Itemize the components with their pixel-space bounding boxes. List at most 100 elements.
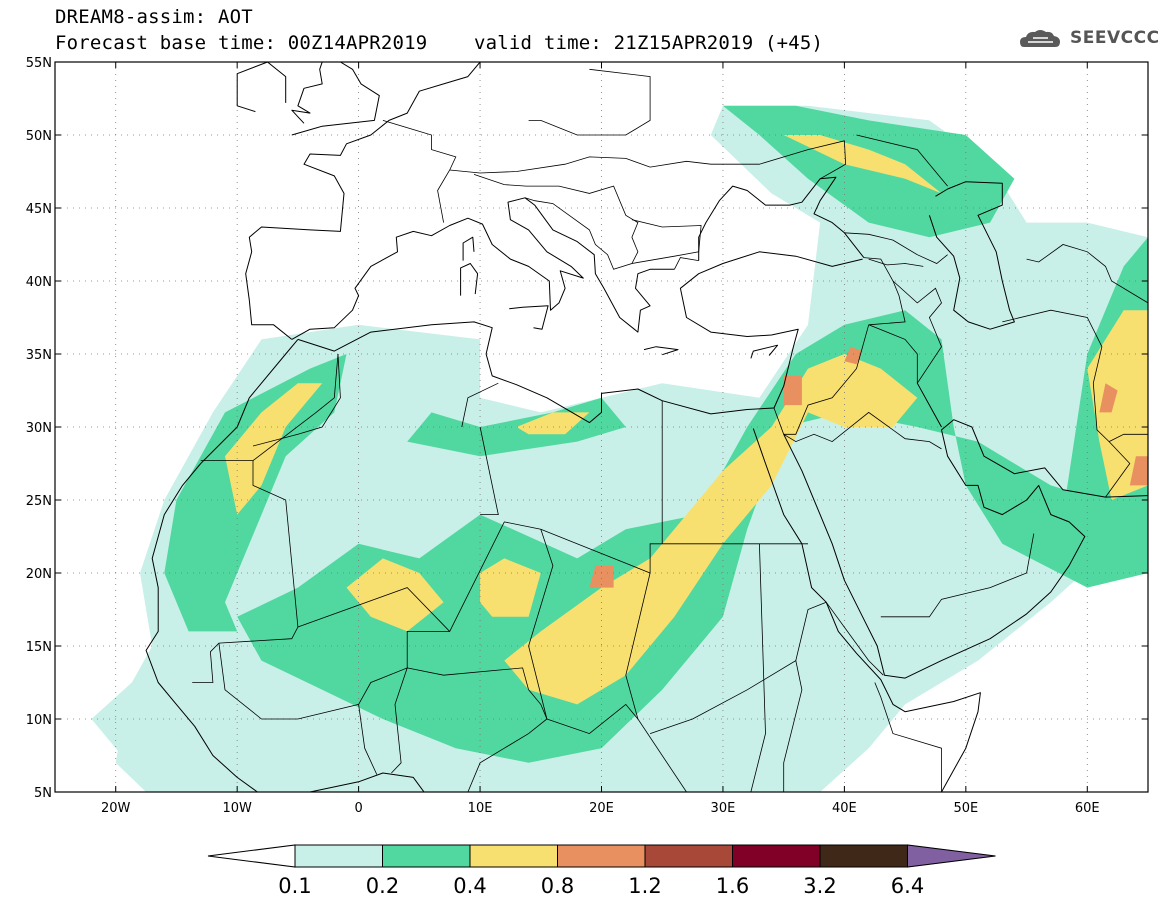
country-border: [631, 219, 702, 264]
aot-region-level-3: [783, 135, 942, 194]
y-tick-label: 50N: [26, 129, 52, 144]
colorbar-level-label: 1.2: [628, 874, 661, 898]
colorbar-swatch: [819, 844, 908, 868]
y-tick-label: 55N: [26, 56, 52, 71]
x-tick-label: 30E: [711, 801, 736, 816]
country-border: [783, 660, 803, 792]
country-border: [546, 703, 639, 735]
aot-region-level-3: [1087, 310, 1148, 500]
country-border: [252, 353, 339, 461]
country-border: [406, 631, 450, 668]
coastline-black-sea-coast: [698, 176, 865, 261]
country-border: [863, 257, 906, 326]
y-tick-label: 35N: [26, 348, 52, 363]
country-border: [528, 529, 554, 720]
coastline-red-sea-east: [783, 419, 1148, 679]
country-border: [880, 533, 1035, 618]
aot-region-level-4: [844, 346, 863, 365]
x-tick-label: 0: [354, 801, 362, 816]
country-border: [1026, 244, 1148, 304]
map-subtitle: Forecast base time: 00Z14APR2019 valid t…: [55, 32, 824, 54]
aot-region-level-4: [589, 565, 614, 588]
colorbar-swatch: [732, 844, 821, 868]
colorbar-swatch: [469, 844, 558, 868]
country-border: [892, 280, 942, 428]
country-border: [625, 572, 687, 792]
colorbar-level-label: 3.2: [803, 874, 836, 898]
colorbar-level-label: 0.2: [366, 874, 399, 898]
country-border: [844, 232, 948, 264]
coastline-cyprus: [750, 344, 779, 359]
country-border: [461, 382, 499, 428]
country-border: [473, 174, 639, 270]
coastline-red-sea-west: [752, 428, 981, 792]
axis-ticks: 20W 10W 0 10E 20E 30E 40E 50E 60E 55N 50N 45N 40N 35N…: [26, 56, 1148, 816]
colorbar-level-label: 1.6: [716, 874, 749, 898]
colorbar: 0.1 0.2 0.4 0.8 1.2 1.6 3.2 6.4: [207, 844, 996, 898]
coastline-levant-coast: [679, 251, 863, 409]
country-border: [528, 68, 651, 136]
colorbar-swatch: [382, 844, 471, 868]
aot-region-level-3: [504, 354, 918, 705]
y-tick-label: 15N: [26, 640, 52, 655]
coastline-north-africa-coast: [297, 321, 775, 424]
coastline-ireland: [236, 62, 287, 113]
colorbar-upper-triangle: [907, 844, 996, 868]
coastline-caspian-coast: [928, 181, 1015, 330]
logo-text: SEEVCCC: [1070, 28, 1160, 48]
aot-region-level-3: [346, 558, 444, 632]
y-tick-label: 45N: [26, 202, 52, 217]
x-tick-label: 20W: [101, 801, 131, 816]
coastline-great-britain: [291, 62, 380, 136]
aot-region-level-1: [91, 675, 359, 778]
country-border: [819, 140, 847, 180]
country-borders: [192, 68, 1148, 792]
country-border: [649, 601, 827, 734]
country-border: [1108, 433, 1148, 442]
country-border: [358, 704, 378, 775]
x-tick-label: 10W: [222, 801, 252, 816]
country-border: [479, 426, 499, 515]
colorbar-level-label: 6.4: [891, 874, 924, 898]
coastline-med-europe-coast: [291, 197, 675, 340]
country-border: [856, 134, 948, 187]
plot-area: [54, 61, 1149, 793]
coastline-west-africa-coast: [145, 339, 299, 792]
country-border: [750, 543, 766, 792]
y-tick-label: 5N: [34, 786, 52, 801]
aot-region-level-3: [225, 383, 323, 515]
colorbar-swatch: [294, 844, 383, 868]
aot-region-level-4: [783, 375, 802, 406]
colorbar-level-label: 0.4: [453, 874, 486, 898]
colorbar-level-label: 0.8: [541, 874, 574, 898]
y-tick-label: 10N: [26, 713, 52, 728]
country-border: [874, 682, 942, 792]
x-tick-label: 60E: [1075, 801, 1100, 816]
y-tick-label: 20N: [26, 567, 52, 582]
cloud-icon: [1020, 30, 1060, 47]
aot-shading: [91, 105, 1148, 792]
country-border: [192, 460, 299, 683]
colorbar-swatch: [644, 844, 733, 868]
x-tick-label: 20E: [589, 801, 614, 816]
coastline-sicily: [509, 305, 549, 330]
country-border: [449, 140, 845, 174]
colorbar-lower-triangle: [207, 844, 296, 868]
country-border: [382, 120, 457, 223]
coastline-sardinia: [460, 263, 479, 296]
country-border: [783, 411, 942, 450]
coastline-crete: [643, 346, 679, 356]
country-border: [218, 643, 408, 774]
country-border: [252, 353, 341, 447]
country-border: [1002, 309, 1131, 498]
aot-region-level-3: [516, 412, 590, 435]
country-border: [868, 258, 924, 267]
country-border: [467, 689, 548, 792]
map-title: DREAM8-assim: AOT: [55, 6, 253, 28]
coastline-corsica: [462, 236, 475, 261]
colorbar-swatch: [557, 844, 646, 868]
x-tick-label: 10E: [468, 801, 493, 816]
aot-region-level-4: [1099, 383, 1118, 413]
coastline-iberia-coast: [245, 62, 481, 340]
